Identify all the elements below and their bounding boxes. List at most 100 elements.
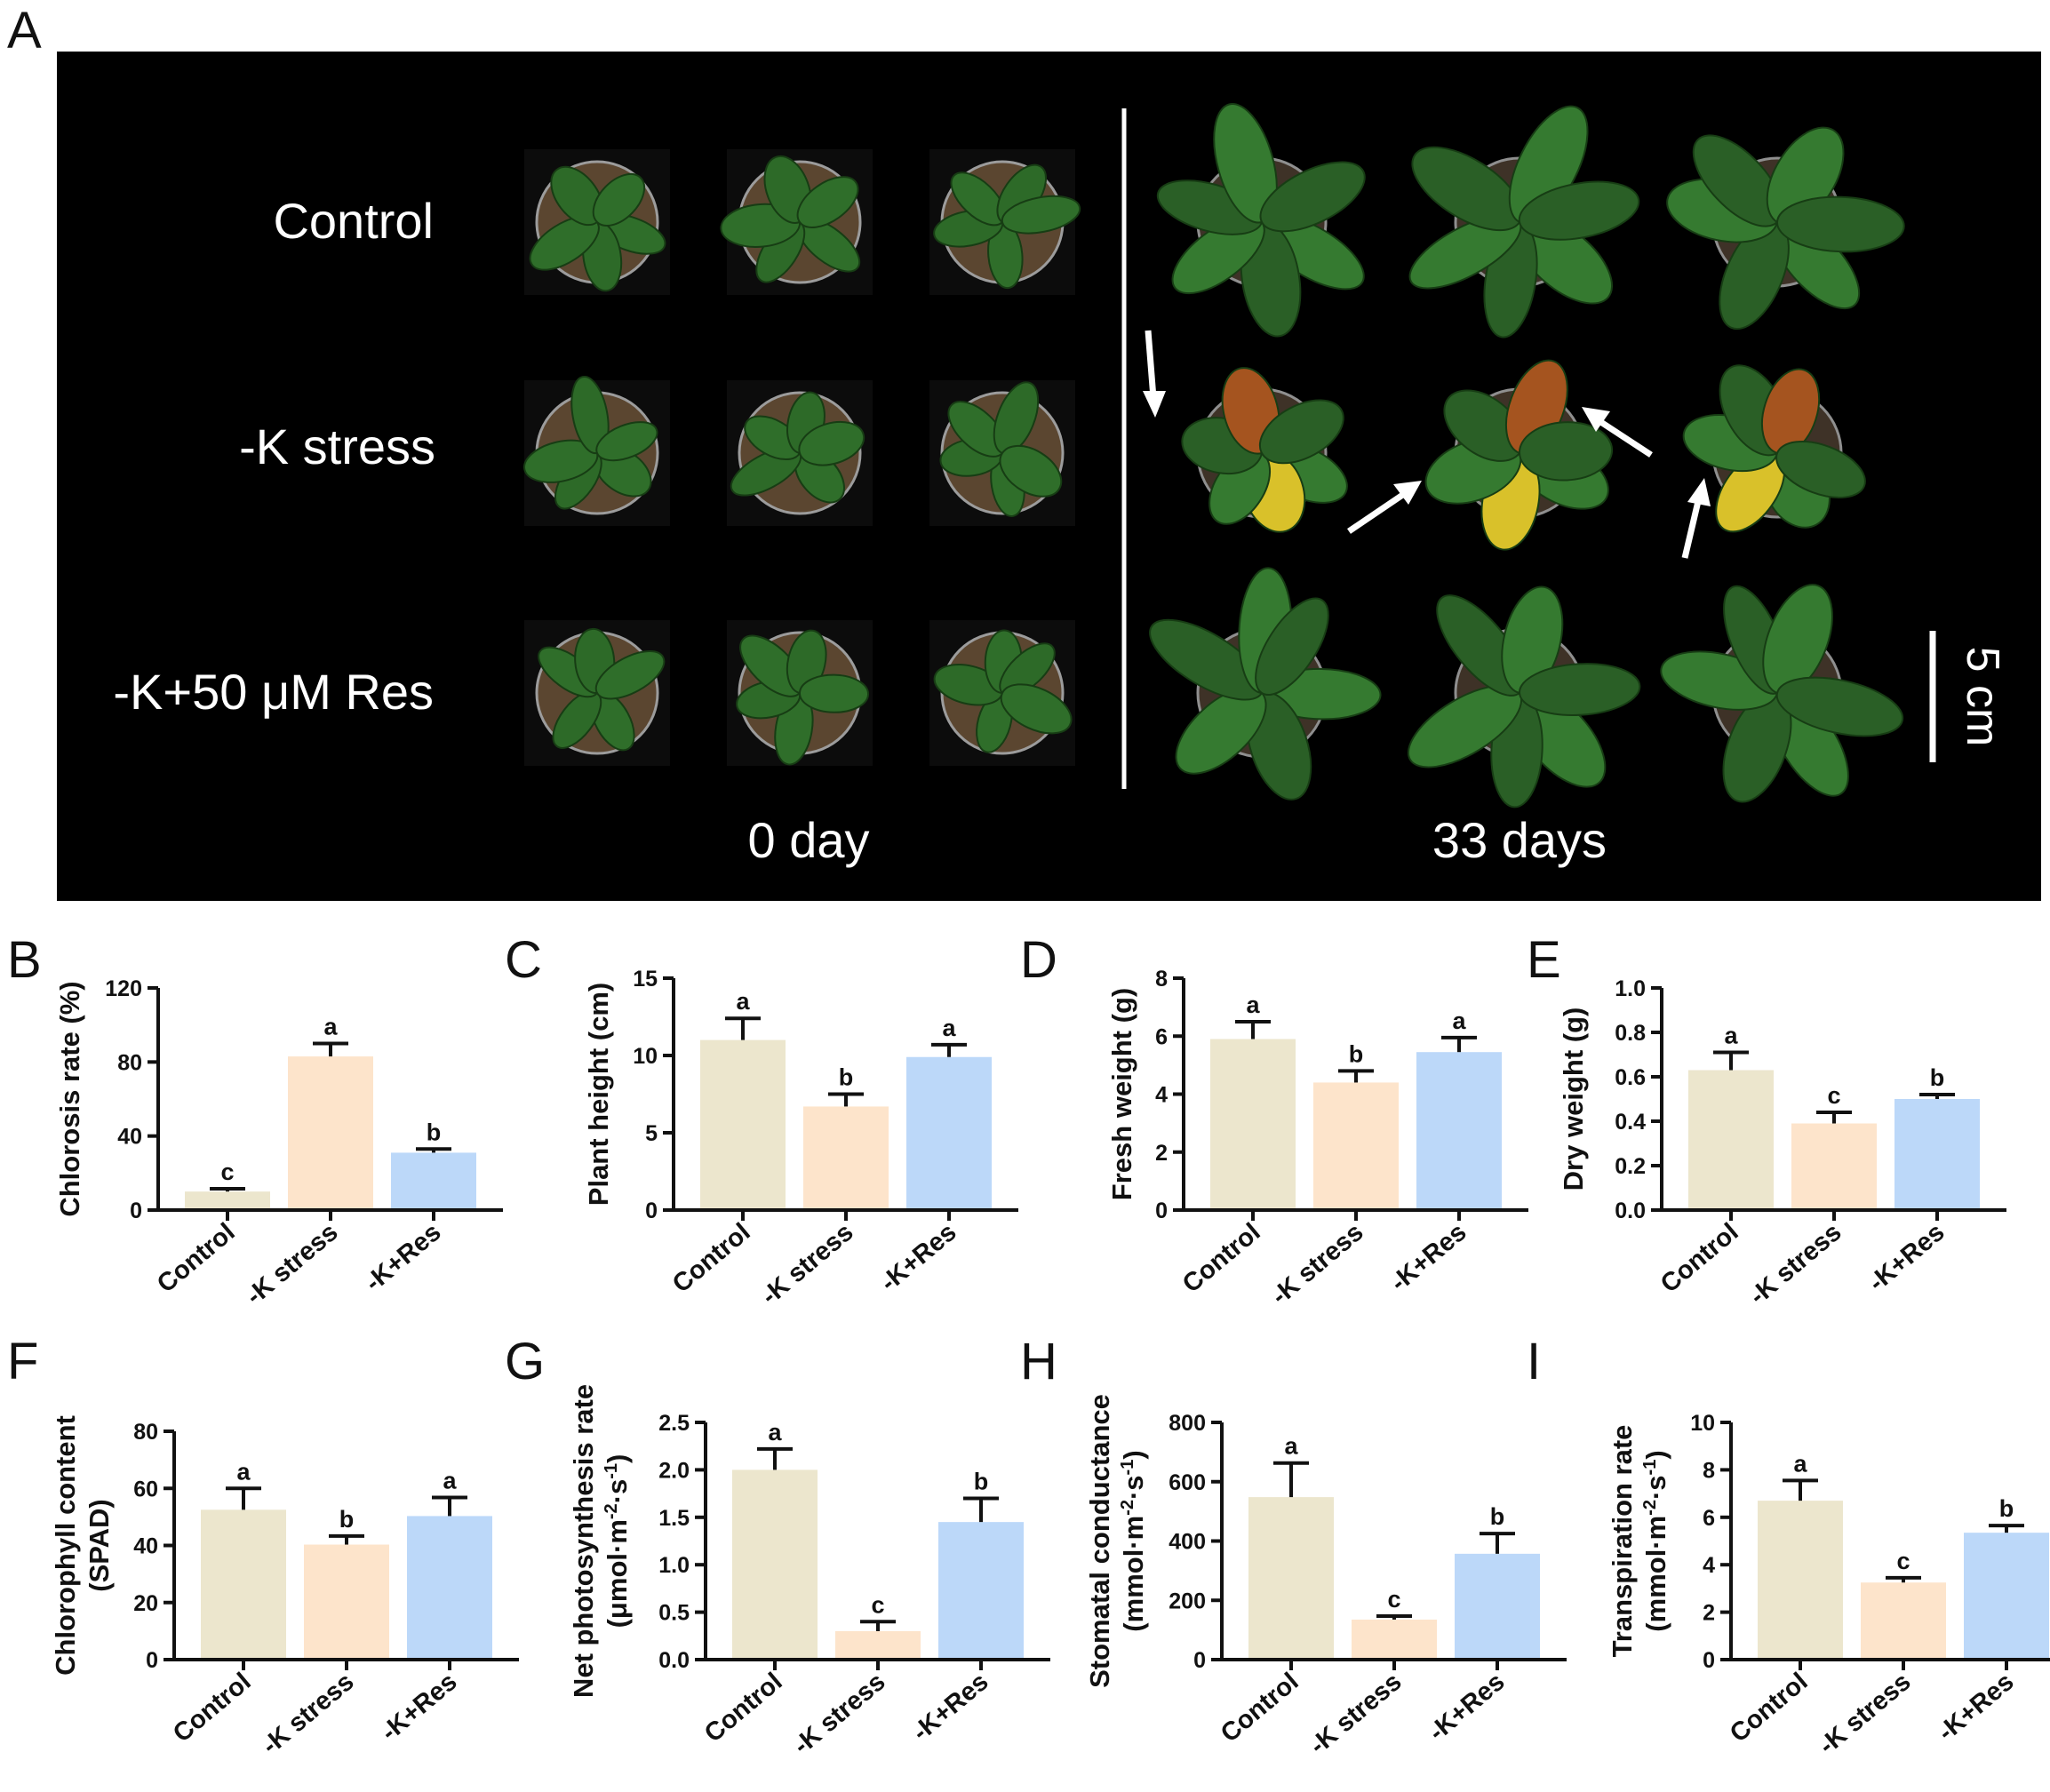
y-tick-label-i-4: 8 (1703, 1458, 1715, 1483)
bar-d-0 (1210, 1039, 1296, 1210)
bar-c-1 (803, 1106, 889, 1210)
x-tick-label-b-0: Control (152, 1218, 241, 1299)
y-tick-label-g-1: 0.5 (658, 1601, 690, 1626)
x-tick-label-i-2: -K+Res (1933, 1668, 2020, 1747)
x-tick-label-i-0: Control (1725, 1668, 1814, 1748)
leaf (592, 173, 646, 227)
bar-e-2 (1894, 1099, 1980, 1210)
bar-g-2 (938, 1522, 1024, 1660)
leaf (798, 420, 865, 466)
x-tick-label-f-2: -K+Res (376, 1668, 463, 1747)
chart-g: Ga Control c -K stress b -K+Res 0.0 0.5 1.0 1.5 2.… (505, 1333, 1050, 1760)
y-tick-label-e-0: 0.0 (1615, 1199, 1646, 1223)
x-tick-label-b-2: -K+Res (360, 1218, 447, 1297)
significance-h-2: b (1490, 1503, 1505, 1530)
y-tick-label-i-1: 2 (1703, 1601, 1715, 1626)
x-tick-label-g-0: Control (699, 1668, 788, 1748)
leaf (1775, 441, 1866, 498)
y-axis-label-b-0: Chlorosis rate (%) (54, 981, 85, 1216)
time-label-33-days: 33 days (1432, 812, 1607, 868)
x-tick-label-h-2: -K+Res (1424, 1668, 1511, 1747)
x-tick-label-b-1: -K stress (241, 1218, 344, 1310)
chart-f: Fa Control b -K stress a -K+Res 0 20 40 60 80 Chlor… (7, 1333, 519, 1760)
time-label-0-day: 0 day (748, 812, 870, 868)
significance-c-2: a (942, 1015, 956, 1041)
bar-c-2 (906, 1056, 992, 1210)
arrow-3 (1598, 418, 1653, 458)
bar-g-0 (732, 1469, 818, 1660)
bar-f-0 (201, 1509, 286, 1660)
row-label-control: Control (273, 193, 434, 249)
chart-c: Ca Control b -K stress a -K+Res 0 5 10 15 Plant he… (505, 931, 1018, 1310)
bar-f-1 (304, 1544, 389, 1660)
x-tick-label-c-1: -K stress (756, 1218, 859, 1310)
y-tick-label-f-4: 80 (133, 1420, 158, 1445)
pot-day0-r2-c2 (929, 620, 1075, 766)
leaf (1775, 676, 1904, 737)
arrow-1-head (1143, 391, 1166, 418)
leaf (1258, 399, 1344, 465)
y-axis-label-h-1: (mmol·m-2·s-1) (1118, 1450, 1149, 1631)
significance-d-2: a (1452, 1008, 1466, 1034)
significance-f-1: b (339, 1506, 355, 1533)
y-tick-label-e-5: 1.0 (1615, 976, 1646, 1001)
leaf (1518, 180, 1640, 241)
leaf (798, 673, 870, 713)
bar-e-0 (1688, 1070, 1774, 1210)
y-axis-label-i-1: (mmol·m-2·s-1) (1640, 1450, 1671, 1631)
pot-day33-r0-c2 (1666, 126, 1905, 331)
y-axis-label-g-0: Net photosynthesis rate (568, 1384, 599, 1698)
y-tick-label-b-2: 80 (117, 1050, 142, 1075)
bar-h-1 (1352, 1619, 1437, 1660)
leaf (1518, 421, 1614, 482)
y-tick-label-i-3: 6 (1703, 1506, 1715, 1531)
pot-day0-r0-c2 (929, 149, 1081, 295)
panel-letter-g: G (505, 1333, 545, 1390)
y-axis-label-f-0: Chlorophyll content (50, 1415, 81, 1676)
bar-d-1 (1313, 1082, 1399, 1210)
pot-day0-r0-c1 (720, 149, 873, 295)
y-tick-label-d-4: 8 (1155, 967, 1168, 992)
arrow-4-head (1687, 478, 1711, 506)
x-tick-label-g-1: -K stress (788, 1668, 891, 1760)
y-tick-label-i-5: 10 (1690, 1411, 1715, 1436)
y-axis-label-i-0: Transpiration rate (1607, 1425, 1638, 1658)
arrow-2-head (1393, 481, 1422, 505)
y-axis-label-g-1: (μmol·m-2·s-1) (602, 1454, 633, 1629)
significance-i-2: b (1999, 1495, 2014, 1522)
arrow-1 (1145, 330, 1157, 399)
y-tick-label-g-0: 0.0 (658, 1648, 690, 1673)
significance-b-1: a (323, 1014, 338, 1040)
pot-day0-r1-c0 (523, 376, 670, 526)
panel-letter-h: H (1020, 1333, 1057, 1390)
y-tick-label-h-1: 200 (1169, 1589, 1206, 1613)
significance-i-1: c (1896, 1548, 1910, 1574)
y-axis-label-c-0: Plant height (cm) (583, 983, 614, 1206)
leaf (1255, 597, 1329, 697)
pot-day33-r1-c0 (1181, 367, 1348, 533)
significance-f-2: a (443, 1468, 457, 1494)
pot-day0-r0-c0 (524, 149, 670, 295)
chart-i: Ia Control c -K stress b -K+Res 0 2 4 6 8 10 Transpi… (1527, 1333, 2050, 1760)
y-tick-label-b-0: 0 (130, 1199, 142, 1223)
significance-e-1: c (1827, 1082, 1840, 1109)
y-tick-label-c-2: 10 (633, 1044, 658, 1069)
pot-day33-r2-c2 (1660, 584, 1904, 803)
panel-letter-d: D (1020, 931, 1057, 989)
y-axis-label-h-0: Stomatal conductance (1084, 1394, 1115, 1688)
bar-h-2 (1455, 1553, 1540, 1660)
bar-e-1 (1791, 1123, 1877, 1210)
leaf (796, 176, 859, 228)
leaf (1001, 195, 1081, 235)
bar-b-0 (185, 1191, 270, 1210)
x-tick-label-h-0: Control (1216, 1668, 1304, 1748)
arrow-2 (1347, 491, 1406, 534)
y-tick-label-i-2: 4 (1703, 1553, 1715, 1578)
pot-day0-r1-c1 (727, 380, 873, 526)
pot-day0-r1-c2 (929, 380, 1075, 526)
significance-b-2: b (427, 1119, 442, 1145)
x-tick-label-f-1: -K stress (257, 1668, 360, 1760)
x-tick-label-c-0: Control (667, 1218, 756, 1299)
